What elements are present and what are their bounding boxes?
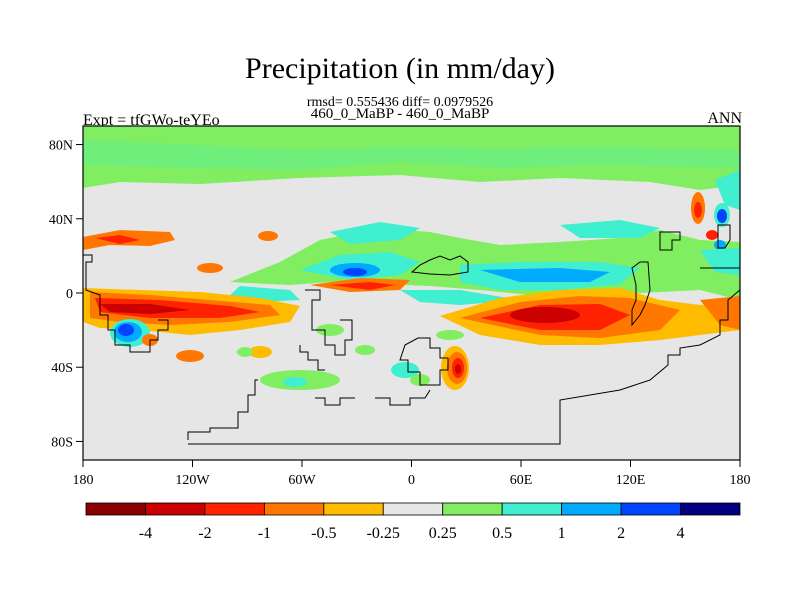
wet-region bbox=[480, 268, 610, 282]
colorbar: -4 -2 -1 -0.5 -0.25 0.25 0.5 1 2 4 bbox=[85, 502, 741, 542]
colorbar-label: -2 bbox=[198, 525, 211, 542]
subtitle: 460_0_MaBP - 460_0_MaBP bbox=[310, 106, 490, 122]
y-tick-label: 80S bbox=[51, 435, 73, 450]
wet-spot bbox=[436, 330, 464, 340]
colorbar-box bbox=[145, 502, 206, 516]
stats-label: rmsd= 0.555436 diff= 0.0979526 bbox=[306, 95, 494, 110]
wet-region bbox=[560, 220, 660, 238]
y-tick-label: 0 bbox=[66, 287, 73, 302]
season-label: ANN bbox=[707, 110, 742, 127]
colorbar-label: -0.5 bbox=[311, 525, 336, 542]
colorbar-box bbox=[561, 502, 622, 516]
x-axis: 180 120W 60W 0 60E 120E 180 bbox=[73, 460, 751, 488]
colorbar-box bbox=[382, 502, 444, 516]
wet-spot bbox=[391, 362, 419, 378]
chart-title: Precipitation (in mm/day) bbox=[245, 52, 555, 85]
colorbar-box bbox=[501, 502, 563, 516]
colorbar-label: -1 bbox=[258, 525, 271, 542]
dry-core bbox=[694, 202, 702, 218]
x-tick-label: 60E bbox=[510, 473, 533, 488]
y-axis: 80N 40N 0 40S 80S bbox=[49, 139, 83, 450]
dry-spot bbox=[197, 263, 223, 273]
x-tick-label: 180 bbox=[73, 473, 94, 488]
dry-strip-core bbox=[330, 282, 395, 290]
colorbar-label: 1 bbox=[558, 525, 566, 542]
coastlines bbox=[83, 224, 740, 445]
wet-spot bbox=[283, 377, 307, 387]
dry-core bbox=[455, 364, 461, 374]
wet-spot bbox=[355, 345, 375, 355]
south-dry-core bbox=[510, 307, 580, 323]
north-wet-band bbox=[83, 126, 740, 190]
x-tick-label: 120W bbox=[175, 473, 210, 488]
wet-core bbox=[118, 324, 134, 336]
colorbar-label: -4 bbox=[139, 525, 152, 542]
dry-patch bbox=[700, 296, 740, 330]
x-tick-label: 60W bbox=[288, 473, 316, 488]
colorbar-label: 0.25 bbox=[429, 525, 457, 542]
colorbar-box bbox=[323, 502, 384, 516]
dry-spot bbox=[258, 231, 278, 241]
colorbar-label: 2 bbox=[617, 525, 625, 542]
north-dry-core bbox=[95, 235, 140, 244]
colorbar-box bbox=[442, 502, 503, 516]
colorbar-box bbox=[263, 502, 325, 516]
wet-patch bbox=[715, 170, 740, 210]
wet-region bbox=[330, 222, 420, 244]
y-tick-label: 40S bbox=[51, 361, 73, 376]
y-tick-label: 80N bbox=[49, 139, 73, 154]
wet-core bbox=[717, 209, 727, 223]
colorbar-box bbox=[620, 502, 681, 516]
wet-spot bbox=[316, 324, 344, 336]
south-dry-core bbox=[100, 304, 190, 314]
colorbar-box bbox=[85, 502, 146, 516]
colorbar-label: 4 bbox=[677, 525, 685, 542]
y-tick-label: 40N bbox=[49, 213, 73, 228]
dry-spot bbox=[176, 350, 204, 362]
dry-spot bbox=[706, 230, 718, 240]
colorbar-box bbox=[204, 502, 265, 516]
wet-core bbox=[343, 268, 367, 276]
x-tick-label: 0 bbox=[408, 473, 415, 488]
north-band-shade bbox=[83, 140, 740, 170]
colorbar-box bbox=[680, 502, 741, 516]
x-tick-label: 180 bbox=[730, 473, 751, 488]
wet-spot bbox=[237, 347, 253, 357]
experiment-label: Expt = tfGWo-teYEo bbox=[83, 112, 220, 129]
dry-spot bbox=[248, 346, 272, 358]
x-tick-label: 120E bbox=[616, 473, 646, 488]
map-field bbox=[83, 126, 740, 460]
colorbar-label: 0.5 bbox=[492, 525, 512, 542]
colorbar-label: -0.25 bbox=[367, 525, 400, 542]
